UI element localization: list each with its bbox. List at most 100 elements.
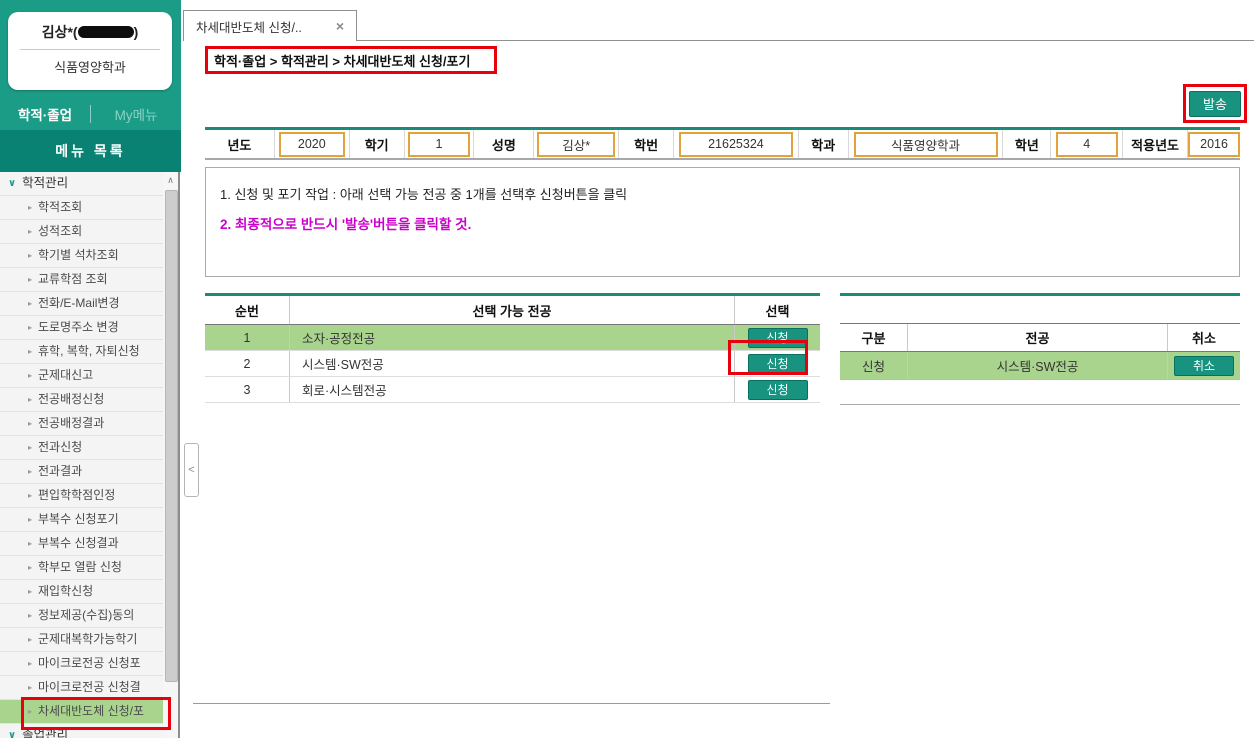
arrow-right-icon: ▸ xyxy=(28,611,33,620)
sidebar-item[interactable]: ▸ 성적조회 xyxy=(0,220,163,244)
sidebar-tab-mymenu[interactable]: My메뉴 xyxy=(114,108,158,123)
action-cell: 신청 xyxy=(735,351,820,376)
student-info-bar: 년도 학기 성명 학번 학과 학년 적용년도 xyxy=(205,127,1241,160)
instructions-box: 1. 신청 및 포기 작업 : 아래 선택 가능 전공 중 1개를 선택후 신청… xyxy=(205,167,1240,277)
field-cell xyxy=(1188,130,1241,158)
sidebar-item[interactable]: ▸ 전과결과 xyxy=(0,460,163,484)
header-type: 구분 xyxy=(840,324,908,351)
sidebar-menu: ∨ 학적관리 ▸ 학적조회 ▸ 성적조회 ▸ 학기별 석차조회 ▸ 교류학점 조회 ▸ 전화… xyxy=(0,172,163,738)
cancel-button[interactable]: 취소 xyxy=(1174,355,1234,376)
sidebar-root-item[interactable]: ∨ 학적관리 xyxy=(0,172,163,196)
sidebar-item[interactable]: ▸ 학기별 석차조회 xyxy=(0,244,163,268)
row-number: 3 xyxy=(205,377,290,402)
name-input[interactable] xyxy=(537,131,616,157)
instruction-line-1: 1. 신청 및 포기 작업 : 아래 선택 가능 전공 중 1개를 선택후 신청… xyxy=(220,187,628,202)
sidebar-item[interactable]: ▸ 전공배정결과 xyxy=(0,412,163,436)
sidebar-item[interactable]: ▸ 전과신청 xyxy=(0,436,163,460)
sidebar-item[interactable]: ▸ 편입학학점인정 xyxy=(0,484,163,508)
arrow-right-icon: ▸ xyxy=(28,563,33,572)
grade-input[interactable] xyxy=(1055,131,1118,157)
sidebar-item[interactable]: ▸ 학부모 열람 신청 xyxy=(0,556,163,580)
header-major: 전공 xyxy=(908,324,1168,351)
apply-button[interactable]: 신청 xyxy=(747,327,808,348)
sidebar-item-label: 전과신청 xyxy=(38,440,83,454)
sidebar-item-label: 전공배정결과 xyxy=(38,416,105,430)
scrollbar-thumb[interactable] xyxy=(165,190,178,682)
send-button[interactable]: 발송 xyxy=(1189,90,1241,117)
arrow-right-icon: ▸ xyxy=(28,203,33,212)
user-department: 식품영양학과 xyxy=(54,60,126,75)
sidebar-item[interactable]: ▸ 학적조회 xyxy=(0,196,163,220)
header-major: 선택 가능 전공 xyxy=(290,296,735,324)
arrow-right-icon: ▸ xyxy=(28,251,33,260)
sidebar-item-label: 교류학점 조회 xyxy=(38,272,108,286)
tab-label: 차세대반도체 신청/.. xyxy=(196,20,302,35)
field-label-grade: 학년 xyxy=(1003,130,1052,158)
header-no: 순번 xyxy=(205,296,290,324)
field-label-student-id: 학번 xyxy=(619,130,675,158)
arrow-right-icon: ▸ xyxy=(28,491,33,500)
field-cell xyxy=(849,130,1004,158)
field-cell xyxy=(405,130,475,158)
field-label-semester: 학기 xyxy=(350,130,405,158)
action-cell: 취소 xyxy=(1168,352,1240,379)
table-header-row: 순번 선택 가능 전공 선택 xyxy=(205,296,820,325)
sidebar-item[interactable]: ▸ 부복수 신청결과 xyxy=(0,532,163,556)
sidebar-root-item-graduation[interactable]: ∨ 졸업관리 xyxy=(0,724,163,738)
sidebar-item[interactable]: ▸ 마이크로전공 신청포 xyxy=(0,652,163,676)
sidebar-item[interactable]: ▸ 군제대복학가능학기 xyxy=(0,628,163,652)
user-card-divider xyxy=(20,49,160,50)
major-name: 회로·시스템전공 xyxy=(290,377,735,402)
apply-button[interactable]: 신청 xyxy=(747,379,808,400)
sidebar-tab-records[interactable]: 학적·졸업 xyxy=(17,108,73,123)
sidebar-item[interactable]: ▸ 도로명주소 변경 xyxy=(0,316,163,340)
content-tab[interactable]: 차세대반도체 신청/.. × xyxy=(183,10,357,41)
sidebar-item[interactable]: ▸ 전화/E-Mail변경 xyxy=(0,292,163,316)
sidebar-item-label: 전공배정신청 xyxy=(38,392,105,406)
sidebar-item-label: 학적관리 xyxy=(22,176,69,190)
table-header-row: 구분 전공 취소 xyxy=(840,323,1240,352)
apply-button[interactable]: 신청 xyxy=(747,353,808,374)
sidebar-item-label: 휴학, 복학, 자퇴신청 xyxy=(38,344,140,358)
arrow-right-icon: ▸ xyxy=(28,443,33,452)
sidebar-item[interactable]: ▸ 부복수 신청포기 xyxy=(0,508,163,532)
arrow-right-icon: ▸ xyxy=(28,227,33,236)
field-label-applied-year: 적용년도 xyxy=(1123,130,1189,158)
available-majors-table: 순번 선택 가능 전공 선택 1 소자·공정전공 신청 2 시스템·SW전공 신… xyxy=(205,293,820,403)
sidebar-collapse-handle[interactable]: < xyxy=(184,443,199,497)
department-input[interactable] xyxy=(853,131,998,157)
sidebar-item[interactable]: ▸ 정보제공(수집)동의 xyxy=(0,604,163,628)
sidebar-item[interactable]: ▸ 휴학, 복학, 자퇴신청 xyxy=(0,340,163,364)
year-input[interactable] xyxy=(278,131,345,157)
scrollbar-up-icon[interactable]: ∧ xyxy=(167,175,174,185)
row-number: 1 xyxy=(205,325,290,350)
sidebar-item-label: 편입학학점인정 xyxy=(38,488,116,502)
sidebar-scrollbar[interactable]: ∧ xyxy=(163,172,180,738)
tab-strip-underline xyxy=(356,40,1254,41)
sidebar-item-label: 차세대반도체 신청/포 xyxy=(38,704,145,718)
student-id-input[interactable] xyxy=(678,131,793,157)
sidebar-item-label: 부복수 신청포기 xyxy=(38,512,119,526)
sidebar-item[interactable]: ▸ 마이크로전공 신청결 xyxy=(0,676,163,700)
chevron-down-icon: ∨ xyxy=(8,730,17,738)
sidebar-item-label: 군제대신고 xyxy=(38,368,94,382)
action-cell: 신청 xyxy=(735,377,820,402)
user-name-close: ) xyxy=(133,24,139,40)
arrow-right-icon: ▸ xyxy=(28,683,33,692)
sidebar-item-label: 마이크로전공 신청포 xyxy=(38,656,141,670)
sidebar-item[interactable]: ▸ 군제대신고 xyxy=(0,364,163,388)
sidebar-item-selected[interactable]: ▸ 차세대반도체 신청/포 xyxy=(0,700,163,724)
chevron-down-icon: ∨ xyxy=(8,178,17,189)
annotation-red-box-breadcrumb: 학적·졸업 > 학적관리 > 차세대반도체 신청/포기 xyxy=(205,46,497,74)
sidebar-item[interactable]: ▸ 교류학점 조회 xyxy=(0,268,163,292)
tab-close-icon[interactable]: × xyxy=(335,18,344,34)
sidebar-item[interactable]: ▸ 전공배정신청 xyxy=(0,388,163,412)
semester-input[interactable] xyxy=(408,131,471,157)
arrow-right-icon: ▸ xyxy=(28,419,33,428)
applied-year-input[interactable] xyxy=(1188,131,1241,157)
arrow-right-icon: ▸ xyxy=(28,299,33,308)
field-label-department: 학과 xyxy=(799,130,849,158)
sidebar-item[interactable]: ▸ 재입학신청 xyxy=(0,580,163,604)
user-name-text: 김상*( xyxy=(41,24,78,40)
sidebar-tab-separator xyxy=(90,105,91,123)
